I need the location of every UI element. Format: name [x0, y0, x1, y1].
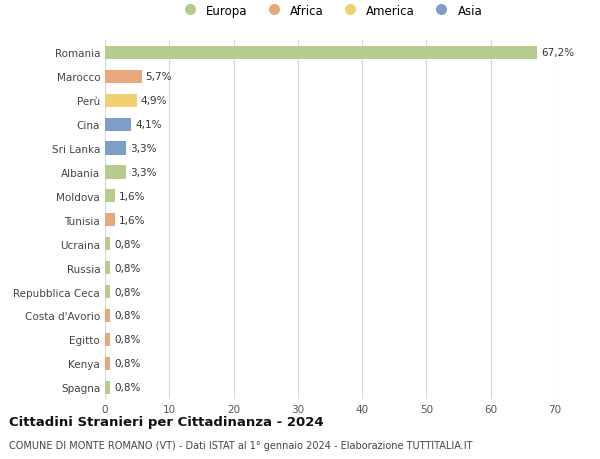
Text: 4,1%: 4,1%: [135, 120, 162, 130]
Text: 0,8%: 0,8%: [114, 382, 140, 392]
Bar: [105, 142, 126, 155]
Bar: [105, 285, 110, 298]
Text: 0,8%: 0,8%: [114, 335, 140, 345]
Text: 3,3%: 3,3%: [130, 144, 157, 154]
Bar: [105, 47, 537, 60]
Bar: [105, 118, 131, 131]
Bar: [105, 309, 110, 322]
Text: 0,8%: 0,8%: [114, 358, 140, 369]
Text: 67,2%: 67,2%: [541, 48, 574, 58]
Text: 1,6%: 1,6%: [119, 191, 146, 202]
Text: 5,7%: 5,7%: [146, 72, 172, 82]
Legend: Europa, Africa, America, Asia: Europa, Africa, America, Asia: [174, 1, 486, 21]
Bar: [105, 190, 115, 203]
Text: Cittadini Stranieri per Cittadinanza - 2024: Cittadini Stranieri per Cittadinanza - 2…: [9, 415, 323, 428]
Bar: [105, 381, 110, 394]
Text: 0,8%: 0,8%: [114, 239, 140, 249]
Bar: [105, 357, 110, 370]
Bar: [105, 95, 137, 107]
Text: 0,8%: 0,8%: [114, 287, 140, 297]
Text: COMUNE DI MONTE ROMANO (VT) - Dati ISTAT al 1° gennaio 2024 - Elaborazione TUTTI: COMUNE DI MONTE ROMANO (VT) - Dati ISTAT…: [9, 440, 473, 450]
Text: 0,8%: 0,8%: [114, 311, 140, 321]
Text: 1,6%: 1,6%: [119, 215, 146, 225]
Text: 3,3%: 3,3%: [130, 168, 157, 178]
Bar: [105, 214, 115, 227]
Bar: [105, 262, 110, 274]
Bar: [105, 238, 110, 251]
Text: 4,9%: 4,9%: [140, 96, 167, 106]
Bar: [105, 71, 142, 84]
Bar: [105, 333, 110, 346]
Bar: [105, 166, 126, 179]
Text: 0,8%: 0,8%: [114, 263, 140, 273]
